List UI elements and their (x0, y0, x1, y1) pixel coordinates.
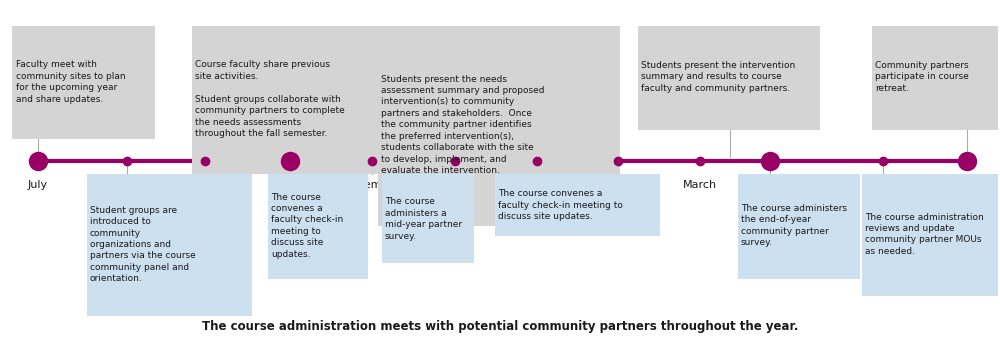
FancyBboxPatch shape (872, 26, 998, 130)
Text: December: December (426, 180, 484, 189)
Text: Community partners
participate in course
retreat.: Community partners participate in course… (875, 61, 969, 93)
Text: Student groups are
introduced to
community
organizations and
partners via the co: Student groups are introduced to communi… (90, 206, 196, 284)
FancyBboxPatch shape (87, 174, 252, 316)
FancyBboxPatch shape (378, 26, 620, 226)
Text: March: March (683, 180, 717, 189)
Text: June: June (955, 180, 979, 189)
Text: October: October (268, 180, 312, 189)
FancyBboxPatch shape (382, 174, 474, 263)
Text: Students present the intervention
summary and results to course
faculty and comm: Students present the intervention summar… (641, 61, 795, 93)
FancyBboxPatch shape (12, 26, 155, 139)
FancyBboxPatch shape (495, 174, 660, 236)
Text: May: May (871, 180, 895, 189)
FancyBboxPatch shape (268, 174, 368, 279)
Text: September: September (174, 180, 236, 189)
FancyBboxPatch shape (862, 174, 998, 296)
Text: Faculty meet with
community sites to plan
for the upcoming year
and share update: Faculty meet with community sites to pla… (16, 61, 126, 104)
Text: The course administers
the end-of-year
community partner
survey.: The course administers the end-of-year c… (741, 204, 847, 247)
Text: January: January (516, 180, 558, 189)
Text: Students present the needs
assessment summary and proposed
intervention(s) to co: Students present the needs assessment su… (381, 75, 544, 175)
FancyBboxPatch shape (638, 26, 820, 130)
Text: April: April (757, 180, 783, 189)
FancyBboxPatch shape (192, 26, 400, 174)
Text: July: July (28, 180, 48, 189)
Text: November: November (343, 180, 401, 189)
Text: August: August (107, 180, 147, 189)
Text: Course faculty share previous
site activities.

Student groups collaborate with
: Course faculty share previous site activ… (195, 60, 345, 138)
Text: February: February (593, 180, 643, 189)
FancyBboxPatch shape (738, 174, 860, 279)
Text: The course convenes a
faculty check-in meeting to
discuss site updates.: The course convenes a faculty check-in m… (498, 189, 623, 221)
Text: The course administration
reviews and update
community partner MOUs
as needed.: The course administration reviews and up… (865, 213, 984, 256)
Text: The course
administers a
mid-year partner
survey.: The course administers a mid-year partne… (385, 197, 462, 240)
Text: The course administration meets with potential community partners throughout the: The course administration meets with pot… (202, 320, 798, 333)
Text: The course
convenes a
faculty check-in
meeting to
discuss site
updates.: The course convenes a faculty check-in m… (271, 193, 343, 259)
